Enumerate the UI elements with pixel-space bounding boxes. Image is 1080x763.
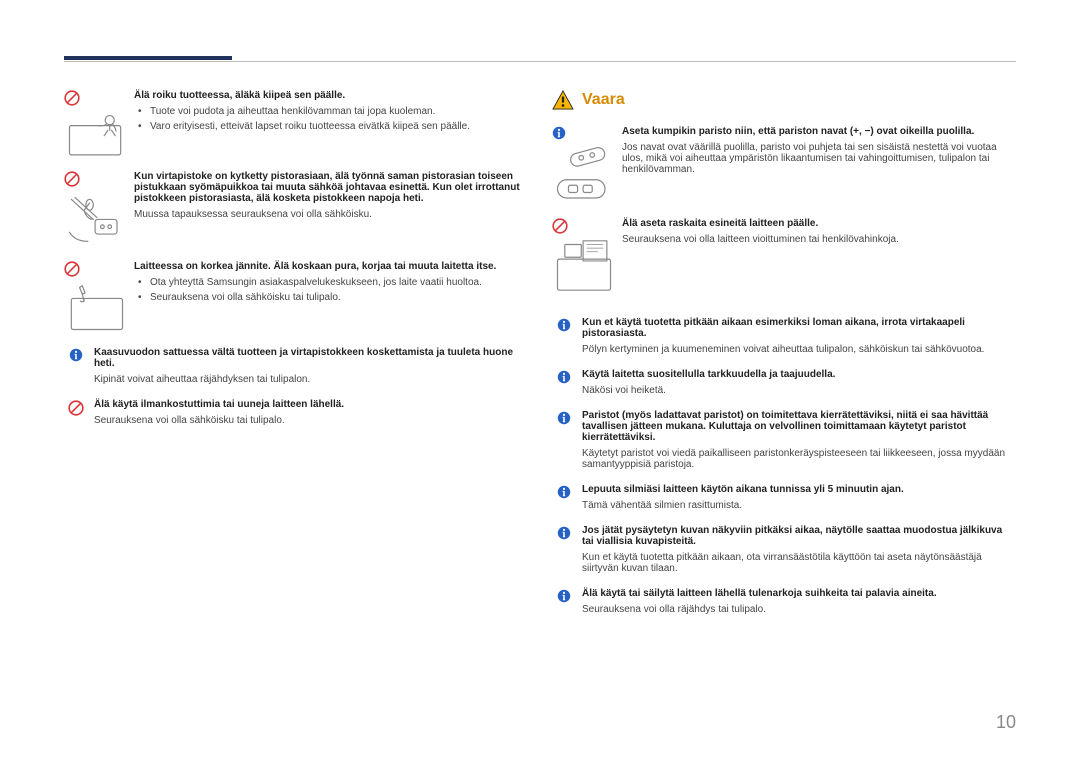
vaara-heading: Vaara — [552, 90, 1016, 110]
icon-column — [552, 525, 576, 540]
bullet-item: Ota yhteyttä Samsungin asiakaspalvelukes… — [134, 277, 528, 288]
info-icon — [557, 526, 571, 540]
header-thin-rule — [64, 61, 1016, 62]
item-body: Jos navat ovat väärillä puolilla, parist… — [622, 142, 1016, 175]
info-icon — [557, 370, 571, 384]
item-heading: Jos jätät pysäytetyn kuvan näkyviin pitk… — [582, 525, 1016, 547]
prohibit-icon — [64, 171, 80, 187]
prohibit-icon — [68, 400, 84, 416]
info-icon — [552, 126, 566, 140]
item-heading: Älä aseta raskaita esineitä laitteen pää… — [622, 218, 1016, 229]
vaara-label: Vaara — [582, 91, 625, 109]
item-body: Pölyn kertyminen ja kuumeneminen voivat … — [582, 344, 1016, 355]
text-column: Paristot (myös ladattavat paristot) on t… — [582, 410, 1016, 470]
text-column: Kun et käytä tuotetta pitkään aikaan esi… — [582, 317, 1016, 355]
bullet-item: Seurauksena voi olla sähköisku tai tulip… — [134, 292, 528, 303]
right-info-row: Jos jätät pysäytetyn kuvan näkyviin pitk… — [552, 525, 1016, 574]
text-column: Älä aseta raskaita esineitä laitteen pää… — [622, 218, 1016, 245]
heavy-on-tv-illus — [552, 239, 616, 294]
info-icon — [557, 485, 571, 499]
left-row: Laitteessa on korkea jännite. Älä koskaa… — [64, 261, 528, 333]
info-icon — [557, 318, 571, 332]
warning-icon — [552, 90, 574, 110]
prohibit-icon — [64, 90, 80, 106]
text-column: Älä roiku tuotteessa, äläkä kiipeä sen p… — [134, 90, 528, 136]
item-heading: Kaasuvuodon sattuessa vältä tuotteen ja … — [94, 347, 528, 369]
text-column: Jos jätät pysäytetyn kuvan näkyviin pitk… — [582, 525, 1016, 574]
item-heading: Kun virtapistoke on kytketty pistorasiaa… — [134, 171, 528, 204]
text-column: Kaasuvuodon sattuessa vältä tuotteen ja … — [94, 347, 528, 385]
right-info-section: Kun et käytä tuotetta pitkään aikaan esi… — [552, 317, 1016, 629]
item-body: Näkösi voi heiketä. — [582, 385, 1016, 396]
right-info-row: Lepuuta silmiäsi laitteen käytön aikana … — [552, 484, 1016, 511]
plug-chopsticks-illus — [64, 192, 128, 247]
right-info-row: Käytä laitetta suositellulla tarkkuudell… — [552, 369, 1016, 396]
prohibit-icon — [64, 261, 80, 277]
illustration-column — [64, 171, 128, 247]
icon-column — [552, 588, 576, 603]
text-column: Kun virtapistoke on kytketty pistorasiaa… — [134, 171, 528, 220]
icon-column — [552, 410, 576, 425]
right-top-section: Aseta kumpikin paristo niin, että parist… — [552, 126, 1016, 317]
info-icon — [557, 589, 571, 603]
item-heading: Älä roiku tuotteessa, äläkä kiipeä sen p… — [134, 90, 528, 101]
text-column: Laitteessa on korkea jännite. Älä koskaa… — [134, 261, 528, 307]
illustration-column — [64, 261, 128, 333]
illustration-column — [552, 126, 616, 204]
left-column: Älä roiku tuotteessa, äläkä kiipeä sen p… — [64, 90, 528, 629]
icon-column — [552, 484, 576, 499]
item-heading: Aseta kumpikin paristo niin, että parist… — [622, 126, 1016, 137]
battery-remote-illus — [552, 145, 616, 204]
right-top-row: Älä aseta raskaita esineitä laitteen pää… — [552, 218, 1016, 294]
left-row: Kaasuvuodon sattuessa vältä tuotteen ja … — [64, 347, 528, 385]
prohibit-icon — [552, 218, 568, 234]
info-icon — [557, 411, 571, 425]
text-column: Lepuuta silmiäsi laitteen käytön aikana … — [582, 484, 1016, 511]
text-column: Älä käytä ilmankostuttimia tai uuneja la… — [94, 399, 528, 426]
header-rule — [64, 56, 232, 60]
right-info-row: Paristot (myös ladattavat paristot) on t… — [552, 410, 1016, 470]
icon-column — [64, 399, 88, 416]
item-body: Tämä vähentää silmien rasittumista. — [582, 500, 1016, 511]
illustration-column — [552, 218, 616, 294]
text-column: Älä käytä tai säilytä laitteen lähellä t… — [582, 588, 1016, 615]
text-column: Aseta kumpikin paristo niin, että parist… — [622, 126, 1016, 175]
icon-column — [552, 369, 576, 384]
item-heading: Kun et käytä tuotetta pitkään aikaan esi… — [582, 317, 1016, 339]
child-on-tv-illus — [64, 111, 128, 157]
item-heading: Paristot (myös ladattavat paristot) on t… — [582, 410, 1016, 443]
icon-column — [552, 317, 576, 332]
item-body: Käytetyt paristot voi viedä paikalliseen… — [582, 448, 1016, 470]
left-row: Älä käytä ilmankostuttimia tai uuneja la… — [64, 399, 528, 426]
illustration-column — [64, 90, 128, 157]
item-heading: Käytä laitetta suositellulla tarkkuudell… — [582, 369, 1016, 380]
text-column: Käytä laitetta suositellulla tarkkuudell… — [582, 369, 1016, 396]
bullet-item: Tuote voi pudota ja aiheuttaa henkilövam… — [134, 106, 528, 117]
item-heading: Laitteessa on korkea jännite. Älä koskaa… — [134, 261, 528, 272]
bullet-item: Varo erityisesti, etteivät lapset roiku … — [134, 121, 528, 132]
info-icon — [69, 348, 83, 362]
left-row: Älä roiku tuotteessa, äläkä kiipeä sen p… — [64, 90, 528, 157]
icon-column — [64, 347, 88, 362]
right-info-row: Älä käytä tai säilytä laitteen lähellä t… — [552, 588, 1016, 615]
content-columns: Älä roiku tuotteessa, äläkä kiipeä sen p… — [64, 90, 1016, 629]
item-body: Seurauksena voi olla sähköisku tai tulip… — [94, 415, 528, 426]
left-row: Kun virtapistoke on kytketty pistorasiaa… — [64, 171, 528, 247]
item-body: Seurauksena voi olla laitteen vioittumin… — [622, 234, 1016, 245]
bullet-list: Tuote voi pudota ja aiheuttaa henkilövam… — [134, 106, 528, 132]
item-heading: Lepuuta silmiäsi laitteen käytön aikana … — [582, 484, 1016, 495]
right-top-row: Aseta kumpikin paristo niin, että parist… — [552, 126, 1016, 204]
item-body: Muussa tapauksessa seurauksena voi olla … — [134, 209, 528, 220]
item-body: Kun et käytä tuotetta pitkään aikaan, ot… — [582, 552, 1016, 574]
bullet-list: Ota yhteyttä Samsungin asiakaspalvelukes… — [134, 277, 528, 303]
item-body: Kipinät voivat aiheuttaa räjähdyksen tai… — [94, 374, 528, 385]
item-body: Seurauksena voi olla räjähdys tai tulipa… — [582, 604, 1016, 615]
right-info-row: Kun et käytä tuotetta pitkään aikaan esi… — [552, 317, 1016, 355]
screwdriver-tv-illus — [64, 282, 128, 333]
item-heading: Älä käytä ilmankostuttimia tai uuneja la… — [94, 399, 528, 410]
page-number: 10 — [996, 712, 1016, 733]
right-column: Vaara Aseta kumpikin paristo niin, että … — [552, 90, 1016, 629]
item-heading: Älä käytä tai säilytä laitteen lähellä t… — [582, 588, 1016, 599]
